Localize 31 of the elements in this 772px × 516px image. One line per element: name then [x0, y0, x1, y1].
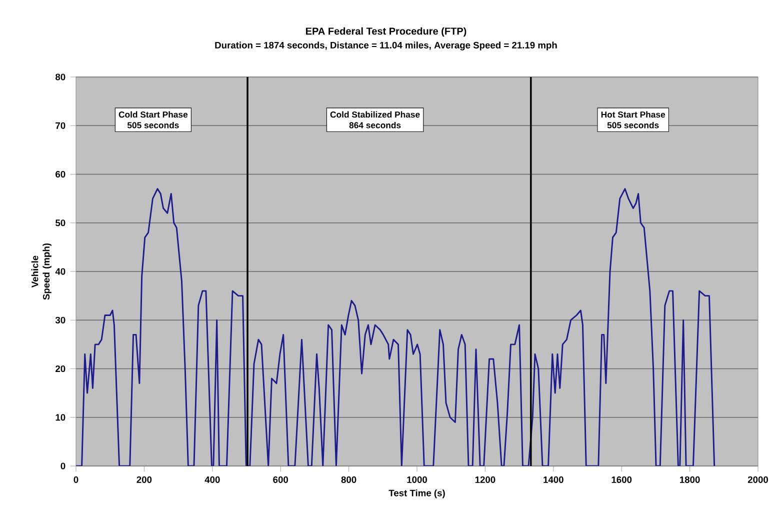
x-tick-label: 1600 [612, 476, 632, 483]
y-tick-label: 50 [56, 220, 66, 226]
y-tick-label: 0 [60, 462, 66, 470]
y-tick-label: 40 [55, 268, 66, 275]
x-tick-label: 800 [341, 476, 356, 483]
x-tick-label: 1400 [544, 476, 564, 483]
y-tick-label: 20 [56, 365, 66, 372]
annotation: Cold Stabilized Phase [330, 111, 420, 118]
y-tick-label: 70 [56, 122, 66, 129]
y-tick-label: 30 [55, 316, 66, 324]
x-tick-label: 1000 [407, 476, 427, 483]
x-tick-label: 200 [136, 476, 152, 483]
annotation: 505 seconds [127, 122, 179, 128]
y-tick-label: 80 [56, 74, 66, 80]
x-tick-label: 1800 [680, 476, 700, 483]
annotation: Cold Start Phase [118, 111, 188, 118]
chart-title: EPA Federal Test Procedure (FTP) [306, 27, 466, 37]
x-tick-label: 600 [273, 476, 288, 483]
chart-subtitle: Duration = 1874 seconds, Distance = 11.04 miles, Average Speed = 21.19 mph [215, 42, 557, 50]
x-axis-title: Test Time (s) [388, 489, 445, 498]
x-tick-label: 2000 [748, 476, 768, 483]
x-tick-label: 400 [204, 476, 220, 483]
x-tick-label: 0 [74, 476, 78, 483]
x-tick-label: 1200 [475, 476, 496, 483]
annotation: Hot Start Phase [601, 111, 666, 118]
annotation: 505 seconds [607, 122, 659, 128]
line-series [76, 188, 716, 466]
y-tick-label: 10 [56, 414, 66, 421]
y-tick-label: 60 [56, 170, 66, 178]
annotation: 864 seconds [349, 122, 401, 128]
y-axis-title: Vehicle Speed (mph) [31, 243, 52, 300]
